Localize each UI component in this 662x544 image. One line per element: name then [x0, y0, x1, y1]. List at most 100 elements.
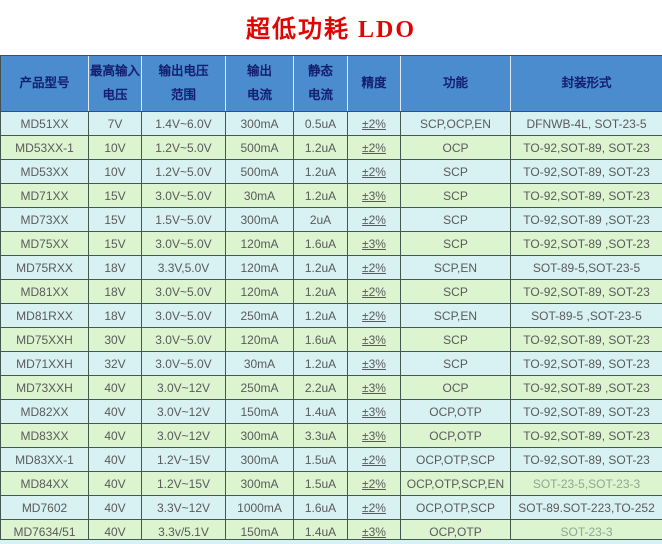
cell-iq: 1.5uA — [294, 448, 348, 472]
column-header-package: 封装形式 — [511, 56, 662, 112]
column-header-model: 产品型号 — [1, 56, 89, 112]
cell-accuracy: ±3% — [348, 400, 401, 424]
cell-functions: OCP — [401, 136, 511, 160]
cell-iout: 300mA — [226, 112, 294, 136]
cell-functions: OCP,OTP,SCP — [401, 496, 511, 520]
cell-iout: 1000mA — [226, 496, 294, 520]
cell-vout_range: 3.3V~12V — [142, 496, 226, 520]
cell-iout: 250mA — [226, 304, 294, 328]
cell-model: MD81RXX — [1, 304, 89, 328]
cell-vout_range: 3.0V~12V — [142, 376, 226, 400]
cell-vin_max: 15V — [89, 232, 142, 256]
cell-iout: 120mA — [226, 232, 294, 256]
cell-vout_range: 3.0V~5.0V — [142, 280, 226, 304]
cell-vout_range: 1.2V~5.0V — [142, 136, 226, 160]
column-header-vout_range: 输出电压 范围 — [142, 56, 226, 112]
column-header-vin_max: 最高输入 电压 — [89, 56, 142, 112]
cell-package: SOT-89.SOT-223,TO-252 — [511, 496, 662, 520]
cell-iout: 500mA — [226, 160, 294, 184]
cell-model: MD82XX — [1, 400, 89, 424]
cell-vin_max: 40V — [89, 376, 142, 400]
cell-package: TO-92,SOT-89, SOT-23 — [511, 400, 662, 424]
cell-vin_max: 10V — [89, 136, 142, 160]
cell-model: MD71XX — [1, 184, 89, 208]
cell-model: MD51XX — [1, 112, 89, 136]
cell-accuracy: ±2% — [348, 136, 401, 160]
cell-accuracy: ±2% — [348, 280, 401, 304]
cell-package: TO-92,SOT-89, SOT-23 — [511, 328, 662, 352]
cell-vout_range: 3.0V~12V — [142, 424, 226, 448]
cell-model: MD71XXH — [1, 352, 89, 376]
cell-iq: 1.2uA — [294, 160, 348, 184]
cell-iout: 30mA — [226, 352, 294, 376]
cell-model: MD83XX — [1, 424, 89, 448]
cell-package: TO-92,SOT-89, SOT-23 — [511, 136, 662, 160]
column-header-functions: 功能 — [401, 56, 511, 112]
cell-package: SOT-89-5 ,SOT-23-5 — [511, 304, 662, 328]
cell-vin_max: 10V — [89, 160, 142, 184]
cell-package: TO-92,SOT-89 ,SOT-23 — [511, 208, 662, 232]
cell-vout_range: 3.0V~5.0V — [142, 328, 226, 352]
cell-model: MD75XX — [1, 232, 89, 256]
cell-accuracy: ±2% — [348, 208, 401, 232]
cell-functions: SCP,EN — [401, 304, 511, 328]
cell-functions: SCP — [401, 208, 511, 232]
cell-functions: OCP,OTP — [401, 400, 511, 424]
cell-accuracy: ±2% — [348, 112, 401, 136]
ldo-spec-table: 产品型号最高输入 电压输出电压 范围输出 电流静态 电流精度功能封装形式 MD5… — [0, 55, 662, 544]
cell-functions: SCP — [401, 352, 511, 376]
cell-functions: SCP,OCP,EN — [401, 112, 511, 136]
cell-model: MD83XX-1 — [1, 448, 89, 472]
cell-iq: 1.6uA — [294, 496, 348, 520]
cell-package: TO-92,SOT-89, SOT-23 — [511, 184, 662, 208]
cell-vout_range: 1.5V~5.0V — [142, 208, 226, 232]
cell-accuracy: ±2% — [348, 160, 401, 184]
cell-iout: 300mA — [226, 472, 294, 496]
cell-iout: 30mA — [226, 184, 294, 208]
cell-iq: 1.2uA — [294, 352, 348, 376]
cell-model: MD73XX — [1, 208, 89, 232]
cell-functions: OCP — [401, 376, 511, 400]
cell-iout: 150mA — [226, 400, 294, 424]
column-header-iout: 输出 电流 — [226, 56, 294, 112]
cell-model: MD75XXH — [1, 328, 89, 352]
cell-accuracy: ±2% — [348, 448, 401, 472]
cell-accuracy: ±2% — [348, 304, 401, 328]
cell-vout_range: 3.3V,5.0V — [142, 256, 226, 280]
cell-iq: 1.2uA — [294, 256, 348, 280]
cell-iq: 3.3uA — [294, 424, 348, 448]
cell-vout_range: 3.0V~5.0V — [142, 304, 226, 328]
cell-package: DFNWB-4L, SOT-23-5 — [511, 112, 662, 136]
cell-iout: 250mA — [226, 376, 294, 400]
cell-vout_range: 3.0V~5.0V — [142, 232, 226, 256]
cell-vout_range: 3.0V~5.0V — [142, 184, 226, 208]
cell-iq: 1.6uA — [294, 328, 348, 352]
cell-accuracy: ±2% — [348, 472, 401, 496]
cell-accuracy: ±2% — [348, 256, 401, 280]
cell-accuracy: ±3% — [348, 424, 401, 448]
cell-vout_range: 3.0V~5.0V — [142, 352, 226, 376]
cell-vin_max: 40V — [89, 448, 142, 472]
clipped-next-row-sliver — [0, 539, 662, 544]
cell-functions: SCP — [401, 328, 511, 352]
cell-iout: 120mA — [226, 280, 294, 304]
cell-model: MD73XXH — [1, 376, 89, 400]
cell-functions: OCP,OTP,SCP,EN — [401, 472, 511, 496]
cell-iq: 1.5uA — [294, 472, 348, 496]
cell-functions: SCP,EN — [401, 256, 511, 280]
cell-vout_range: 3.0V~12V — [142, 400, 226, 424]
cell-accuracy: ±3% — [348, 232, 401, 256]
cell-model: MD53XX — [1, 160, 89, 184]
cell-accuracy: ±3% — [348, 328, 401, 352]
cell-vin_max: 7V — [89, 112, 142, 136]
